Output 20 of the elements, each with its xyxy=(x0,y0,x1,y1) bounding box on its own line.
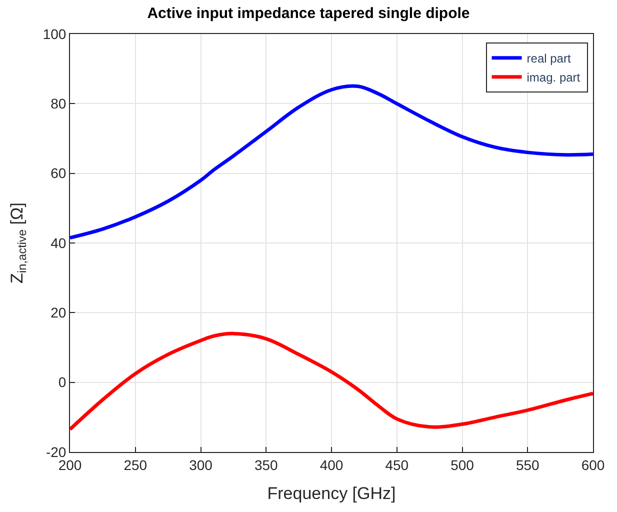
x-tick-label: 500 xyxy=(450,456,474,473)
x-tick-label: 350 xyxy=(254,456,278,473)
legend-label: real part xyxy=(526,52,572,66)
x-tick-label: 600 xyxy=(581,456,605,473)
y-tick-label: 80 xyxy=(50,96,66,112)
x-axis-title: Frequency [GHz] xyxy=(267,484,396,504)
x-tick-label: 300 xyxy=(189,456,213,473)
chart-title: Active input impedance tapered single dipole xyxy=(147,5,470,22)
line-series xyxy=(70,84,593,240)
y-tick-label: 20 xyxy=(50,304,66,321)
x-tick-label: 550 xyxy=(516,456,540,473)
x-tick-label: 250 xyxy=(124,456,148,473)
y-tick-label: 60 xyxy=(50,165,66,182)
x-tick-label: 450 xyxy=(385,456,409,473)
x-tick-label: 400 xyxy=(320,456,344,473)
y-tick-label: 100 xyxy=(42,26,66,42)
line-series xyxy=(70,332,593,432)
legend-label: imag. part xyxy=(526,70,581,85)
y-tick-label: 40 xyxy=(50,234,66,251)
y-tick-label: 0 xyxy=(58,374,66,390)
